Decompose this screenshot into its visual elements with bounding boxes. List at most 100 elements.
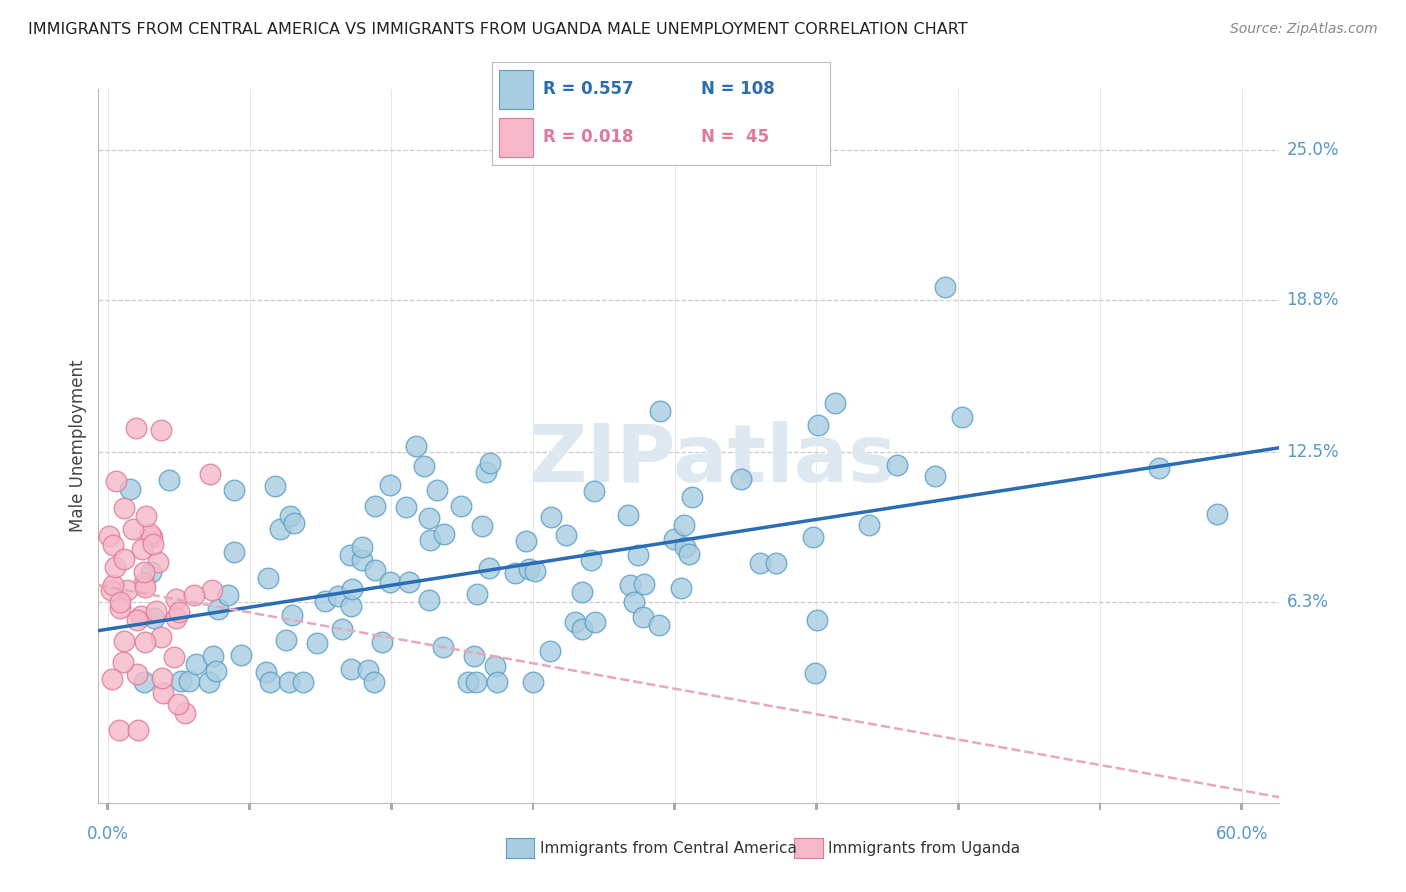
Point [730, 472, 752, 486]
Point [538, 644, 561, 658]
Point [418, 593, 440, 607]
Point [278, 508, 301, 523]
Point [824, 396, 846, 410]
Point [633, 577, 655, 591]
Point [673, 541, 696, 555]
Point [207, 602, 229, 616]
Point [291, 674, 314, 689]
Text: 6.3%: 6.3% [1286, 593, 1329, 611]
Y-axis label: Male Unemployment: Male Unemployment [69, 359, 87, 533]
Point [150, 630, 173, 644]
Point [118, 482, 141, 496]
Point [765, 557, 787, 571]
Point [108, 601, 131, 615]
Point [101, 538, 124, 552]
Point [170, 673, 193, 688]
Point [135, 508, 157, 523]
Point [398, 575, 420, 590]
Point [617, 508, 640, 523]
Point [125, 421, 148, 435]
Point [256, 571, 278, 585]
Point [432, 640, 454, 654]
Point [950, 409, 973, 424]
Point [134, 635, 156, 649]
Point [484, 658, 506, 673]
Point [450, 500, 472, 514]
Point [134, 565, 156, 579]
Point [673, 518, 696, 533]
Point [142, 537, 165, 551]
Point [197, 674, 219, 689]
Point [98, 529, 121, 543]
Text: R = 0.557: R = 0.557 [543, 80, 633, 98]
Point [256, 665, 278, 679]
Point [648, 404, 671, 418]
Point [152, 671, 174, 685]
Point [340, 582, 363, 596]
Point [426, 483, 449, 497]
Text: 60.0%: 60.0% [1215, 825, 1268, 843]
Point [465, 586, 488, 600]
Point [174, 706, 197, 720]
Text: N = 108: N = 108 [702, 80, 775, 98]
Point [352, 540, 374, 554]
Point [503, 566, 526, 580]
Point [886, 458, 908, 472]
Point [540, 510, 562, 524]
Point [807, 417, 830, 432]
Point [229, 648, 252, 662]
Point [165, 610, 187, 624]
Point [486, 674, 509, 689]
Point [934, 280, 956, 294]
Point [139, 526, 162, 541]
Point [121, 523, 143, 537]
Point [471, 518, 494, 533]
Point [307, 636, 329, 650]
Text: ZIPatlas: ZIPatlas [529, 421, 897, 500]
Point [146, 555, 169, 569]
Point [112, 634, 135, 648]
Point [139, 565, 162, 579]
Text: IMMIGRANTS FROM CENTRAL AMERICA VS IMMIGRANTS FROM UGANDA MALE UNEMPLOYMENT CORR: IMMIGRANTS FROM CENTRAL AMERICA VS IMMIG… [28, 22, 967, 37]
Point [364, 563, 387, 577]
Point [340, 662, 363, 676]
Point [678, 547, 700, 561]
Point [479, 456, 502, 470]
Point [419, 533, 441, 547]
Point [623, 595, 645, 609]
Text: 18.8%: 18.8% [1286, 291, 1339, 309]
Point [748, 556, 770, 570]
Point [183, 588, 205, 602]
Point [134, 674, 156, 689]
Text: Source: ZipAtlas.com: Source: ZipAtlas.com [1230, 22, 1378, 37]
Point [1205, 507, 1227, 521]
Point [222, 483, 245, 497]
Text: R = 0.018: R = 0.018 [543, 128, 633, 146]
Point [339, 548, 361, 562]
Point [283, 516, 305, 530]
Point [101, 578, 124, 592]
Point [405, 439, 427, 453]
Point [157, 473, 180, 487]
Point [806, 613, 828, 627]
Text: 12.5%: 12.5% [1286, 443, 1339, 461]
Point [132, 576, 155, 591]
Point [522, 674, 544, 689]
Point [163, 650, 186, 665]
Point [517, 562, 540, 576]
Point [571, 585, 593, 599]
Point [145, 604, 167, 618]
Point [184, 657, 207, 671]
Point [112, 552, 135, 566]
Point [682, 490, 704, 504]
Point [129, 608, 152, 623]
Point [631, 610, 654, 624]
Point [281, 607, 304, 622]
Point [143, 611, 166, 625]
Point [433, 527, 456, 541]
Point [200, 582, 222, 597]
Point [627, 548, 650, 562]
Point [167, 605, 190, 619]
Point [152, 686, 174, 700]
Bar [499, 118, 533, 157]
